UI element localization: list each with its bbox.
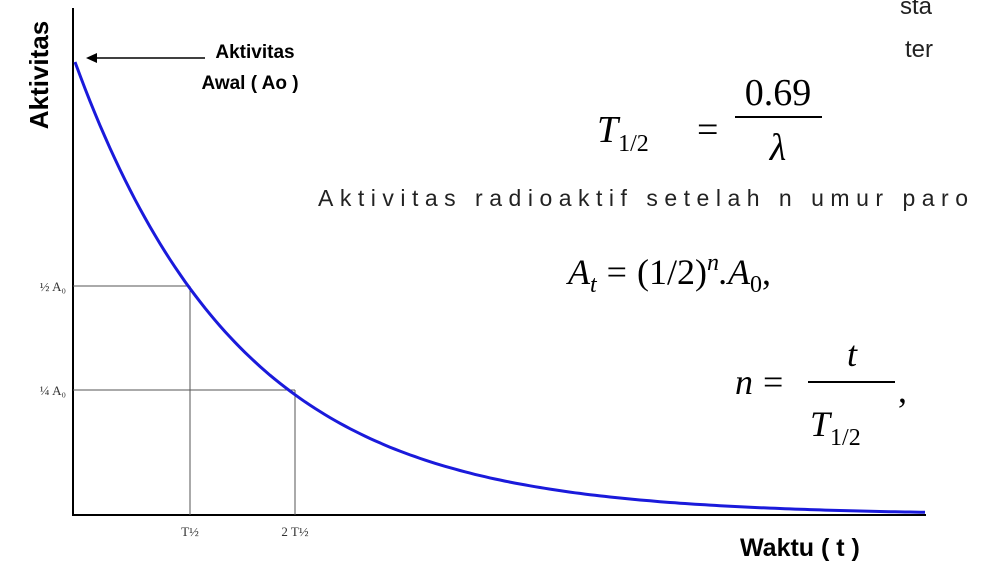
- annotation: Aktivitas: [215, 42, 294, 63]
- fragment: sta: [900, 0, 933, 20]
- symbol: n: [735, 362, 753, 402]
- numerator: t: [847, 334, 858, 374]
- subscript: 1/2: [618, 131, 649, 157]
- arrow-head: [86, 53, 97, 63]
- subscript: 0: [750, 272, 762, 298]
- symbol: T: [810, 404, 833, 444]
- relation: =: [697, 109, 718, 151]
- decay-curve: [73, 61, 926, 514]
- x-axis-label: Waktu ( t ): [740, 534, 860, 562]
- caption: Aktivitas radioaktif setelah n umur paro: [318, 185, 968, 211]
- factor: .A: [719, 252, 751, 292]
- fragment: ter: [905, 36, 933, 63]
- numerator: 0.69: [745, 72, 812, 114]
- symbol: T: [597, 109, 621, 151]
- subscript: t: [590, 272, 598, 298]
- superscript: n: [707, 250, 719, 276]
- relation: =: [607, 252, 627, 292]
- x-label: 2 T½: [281, 524, 308, 539]
- y-axis-label: Aktivitas: [24, 21, 54, 129]
- y-label: ¼ A₀: [40, 383, 66, 398]
- y-label: ½ A₀: [40, 279, 66, 294]
- punctuation: ,: [898, 370, 907, 410]
- punctuation: ,: [762, 252, 771, 292]
- graph: Aktivitas Awal ( Ao ) Aktivitas Waktu ( …: [24, 8, 926, 562]
- subscript: 1/2: [830, 425, 861, 451]
- denominator: λ: [769, 127, 786, 169]
- formula: T1/2 = 0.69 λ: [597, 72, 822, 169]
- symbol: A: [566, 252, 591, 292]
- relation: =: [763, 362, 783, 402]
- base: (1/2): [637, 252, 707, 292]
- denominator: T1/2: [810, 404, 861, 451]
- formula: n = t T1/2 ,: [735, 334, 907, 451]
- formula: At = (1/2)n.A0,: [566, 250, 771, 298]
- annotation: Awal ( Ao ): [201, 73, 298, 94]
- formula-text: T1/2: [597, 109, 649, 157]
- x-label: T½: [181, 524, 199, 539]
